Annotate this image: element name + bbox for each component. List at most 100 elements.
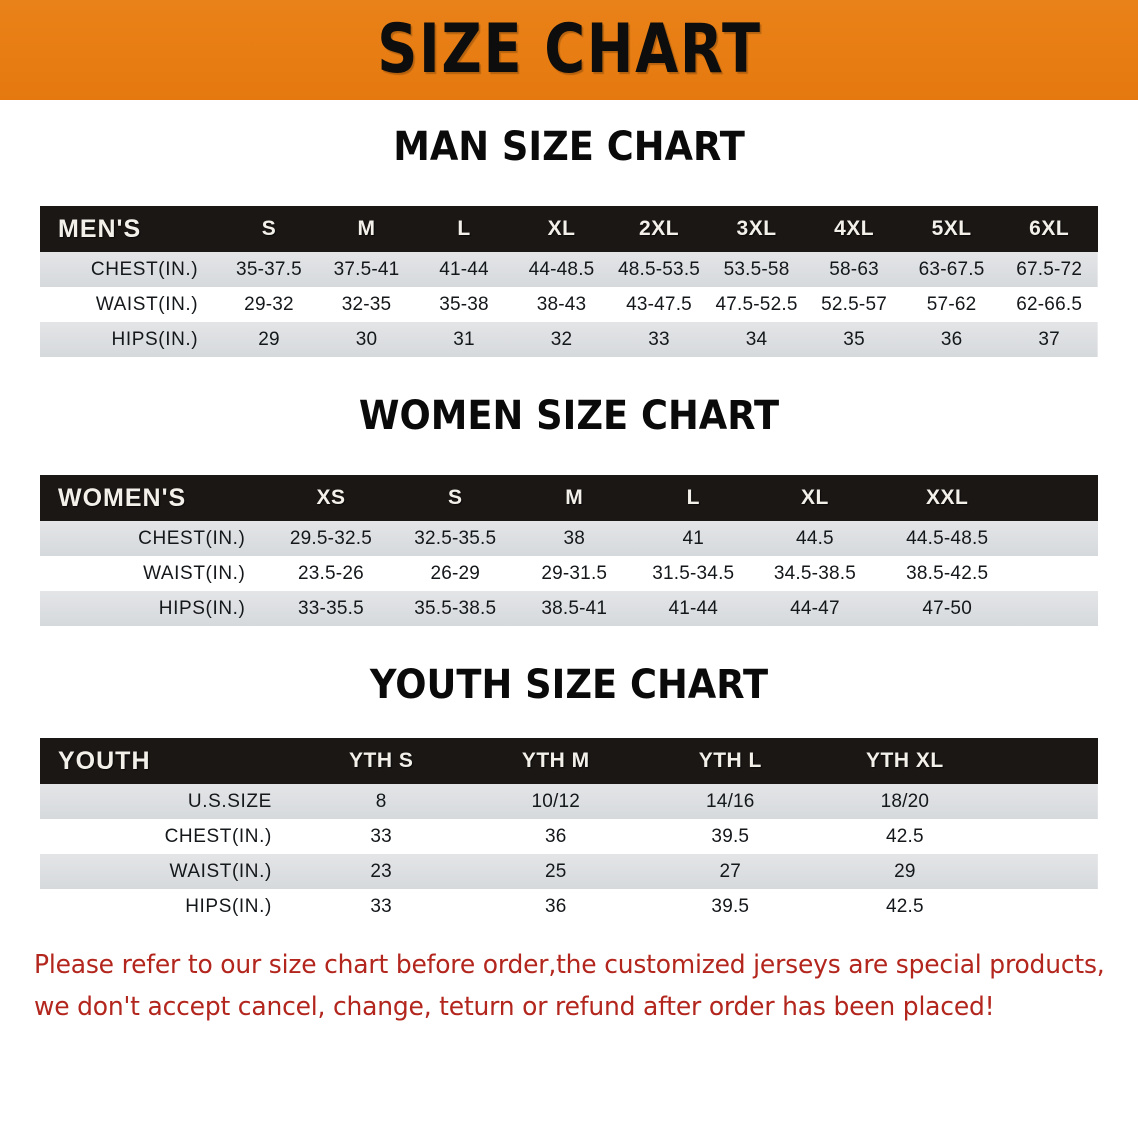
- man-waist-3xl: 47.5-52.5: [715, 293, 798, 315]
- women-col-header-s: S: [447, 486, 463, 509]
- man-col-header-5xl: 5XL: [931, 217, 972, 240]
- women-header-spacer: [1019, 475, 1098, 521]
- man-chest-2xl: 48.5-53.5: [617, 258, 701, 280]
- youth-size-table: YOUTH YTH S YTH M YTH L YTH XL U.S.SIZE …: [40, 738, 1098, 924]
- youth-ussize-m: 10/12: [531, 790, 581, 812]
- man-table-body: CHEST(IN.) 35-37.5 37.5-41 41-44 44-48.5…: [40, 252, 1098, 357]
- man-chest-s: 35-37.5: [236, 258, 302, 280]
- youth-hips-l: 39.5: [711, 895, 750, 917]
- women-col-header-xs: XS: [316, 486, 346, 509]
- man-hips-2xl: 33: [648, 328, 670, 350]
- women-col-header-xxl: XXL: [926, 486, 969, 509]
- women-col-header-m: M: [565, 486, 584, 509]
- women-header-row: WOMEN'S XS S M L XL XXL: [40, 475, 1098, 521]
- youth-waist-l: 27: [719, 860, 742, 882]
- man-chest-5xl: 63-67.5: [918, 258, 985, 280]
- man-col-header-3xl: 3XL: [736, 217, 777, 240]
- women-size-table-wrapper: WOMEN'S XS S M L XL XXL CHEST(IN.) 29.5-…: [40, 475, 1098, 626]
- table-row: WAIST(IN.) 23.5-26 26-29 29-31.5 31.5-34…: [40, 556, 1098, 591]
- man-col-header-6xl: 6XL: [1029, 217, 1070, 240]
- women-chest-xxl: 44.5-48.5: [906, 527, 989, 549]
- man-waist-l: 35-38: [439, 293, 489, 315]
- women-col-header-l: L: [686, 486, 700, 509]
- women-chest-l: 41: [682, 527, 705, 549]
- youth-header-spacer: [992, 738, 1098, 784]
- man-hips-xl: 32: [550, 328, 573, 350]
- youth-section-title: YOUTH SIZE CHART: [369, 662, 769, 708]
- table-row: CHEST(IN.) 35-37.5 37.5-41 41-44 44-48.5…: [40, 252, 1098, 287]
- man-waist-m: 32-35: [341, 293, 392, 315]
- women-table-body: CHEST(IN.) 29.5-32.5 32.5-35.5 38 41 44.…: [40, 521, 1098, 626]
- women-waist-m: 29-31.5: [541, 562, 608, 584]
- man-hips-l: 31: [453, 328, 475, 350]
- table-row: HIPS(IN.) 33 36 39.5 42.5: [40, 889, 1098, 924]
- table-row: CHEST(IN.) 33 36 39.5 42.5: [40, 819, 1098, 854]
- women-section-title: WOMEN SIZE CHART: [358, 393, 780, 439]
- youth-chest-s: 33: [370, 825, 392, 847]
- man-row-label-chest: CHEST(IN.): [90, 258, 199, 280]
- women-row-label-header: WOMEN'S: [58, 483, 187, 512]
- women-hips-xxl: 47-50: [922, 597, 972, 619]
- women-chest-m: 38: [563, 527, 586, 549]
- youth-waist-xl: 29: [894, 860, 916, 882]
- table-row: U.S.SIZE 8 10/12 14/16 18/20: [40, 784, 1098, 819]
- table-row: HIPS(IN.) 33-35.5 35.5-38.5 38.5-41 41-4…: [40, 591, 1098, 626]
- man-row-label-hips: HIPS(IN.): [111, 328, 199, 350]
- man-col-header-m: M: [357, 217, 376, 240]
- youth-table-body: U.S.SIZE 8 10/12 14/16 18/20 CHEST(IN.) …: [40, 784, 1098, 924]
- man-header-row: MEN'S S M L XL 2XL 3XL 4XL 5XL 6XL: [40, 206, 1098, 252]
- man-waist-xl: 38-43: [536, 293, 587, 315]
- women-table-header: WOMEN'S XS S M L XL XXL: [40, 475, 1098, 521]
- youth-header-row: YOUTH YTH S YTH M YTH L YTH XL: [40, 738, 1098, 784]
- women-waist-spacer: [1019, 556, 1098, 591]
- women-hips-xs: 33-35.5: [298, 597, 364, 619]
- women-waist-xl: 34.5-38.5: [773, 562, 856, 584]
- man-hips-6xl: 37: [1038, 328, 1060, 350]
- youth-ussize-spacer: [992, 784, 1098, 819]
- man-col-header-xl: XL: [547, 217, 576, 240]
- table-row: CHEST(IN.) 29.5-32.5 32.5-35.5 38 41 44.…: [40, 521, 1098, 556]
- youth-col-header-yth-xl: YTH XL: [866, 749, 944, 772]
- youth-waist-m: 25: [544, 860, 567, 882]
- youth-ussize-xl: 18/20: [880, 790, 930, 812]
- order-policy-note: Please refer to our size chart before or…: [34, 944, 1105, 1028]
- women-chest-s: 32.5-35.5: [414, 527, 497, 549]
- man-section-title: MAN SIZE CHART: [393, 124, 745, 170]
- man-hips-m: 30: [355, 328, 378, 350]
- women-waist-xs: 23.5-26: [298, 562, 364, 584]
- youth-ussize-l: 14/16: [706, 790, 755, 812]
- women-waist-l: 31.5-34.5: [652, 562, 735, 584]
- man-waist-5xl: 57-62: [926, 293, 977, 315]
- youth-chest-spacer: [992, 819, 1098, 854]
- women-row-label-waist: WAIST(IN.): [143, 562, 246, 584]
- youth-hips-s: 33: [370, 895, 392, 917]
- women-hips-l: 41-44: [668, 597, 719, 619]
- women-chest-xl: 44.5: [796, 527, 834, 549]
- man-chest-m: 37.5-41: [333, 258, 400, 280]
- man-size-table: MEN'S S M L XL 2XL 3XL 4XL 5XL 6XL CHEST…: [40, 206, 1098, 357]
- man-chest-6xl: 67.5-72: [1016, 258, 1083, 280]
- man-hips-5xl: 36: [940, 328, 963, 350]
- women-hips-m: 38.5-41: [541, 597, 608, 619]
- order-policy-line-2: we don't accept cancel, change, teturn o…: [34, 992, 995, 1023]
- youth-row-label-header: YOUTH: [58, 746, 151, 775]
- women-col-header-xl: XL: [801, 486, 829, 509]
- women-chest-xs: 29.5-32.5: [289, 527, 372, 549]
- man-row-label-header: MEN'S: [58, 214, 142, 243]
- youth-hips-m: 36: [544, 895, 567, 917]
- man-size-table-wrapper: MEN'S S M L XL 2XL 3XL 4XL 5XL 6XL CHEST…: [40, 206, 1098, 357]
- man-col-header-2xl: 2XL: [639, 217, 680, 240]
- women-hips-spacer: [1019, 591, 1098, 626]
- youth-col-header-yth-m: YTH M: [521, 749, 590, 772]
- order-policy-line-1: Please refer to our size chart before or…: [34, 950, 1105, 980]
- youth-row-label-us-size: U.S.SIZE: [187, 790, 272, 812]
- table-row: WAIST(IN.) 23 25 27 29: [40, 854, 1098, 889]
- man-row-label-waist: WAIST(IN.): [95, 293, 199, 315]
- youth-table-header: YOUTH YTH S YTH M YTH L YTH XL: [40, 738, 1098, 784]
- table-row: HIPS(IN.) 29 30 31 32 33 34 35 36 37: [40, 322, 1098, 357]
- women-row-label-chest: CHEST(IN.): [138, 527, 246, 549]
- man-col-header-s: S: [261, 217, 277, 240]
- youth-col-header-yth-s: YTH S: [349, 749, 414, 772]
- youth-row-label-hips: HIPS(IN.): [185, 895, 272, 917]
- page-title: SIZE CHART: [376, 10, 762, 89]
